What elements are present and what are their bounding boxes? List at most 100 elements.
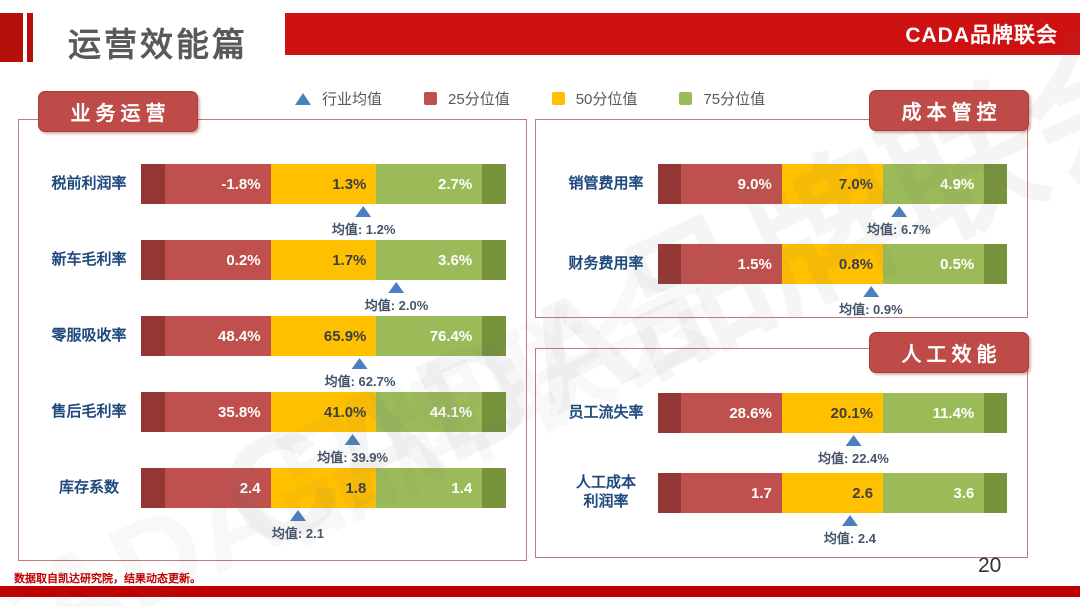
header-brand-bar: CADA品牌联会	[285, 13, 1080, 55]
mean-value: 均值: 0.9%	[839, 302, 903, 317]
bar-cap-left-icon	[141, 164, 165, 204]
metric-label: 销管费用率	[568, 174, 644, 192]
triangle-icon	[295, 92, 311, 105]
bar-cap-left-icon	[658, 164, 681, 204]
mean-marker: 均值: 2.0%	[365, 282, 428, 314]
seg-75-segment: 1.4	[376, 468, 483, 508]
percentile-bar: 0.2% 1.7% 3.6%	[141, 240, 506, 280]
bar-cap-right-icon	[482, 164, 506, 204]
percentile-bar: 35.8% 41.0% 44.1%	[141, 392, 506, 432]
panel-title-cost-control: 成本管控	[869, 90, 1029, 131]
seg-50-segment: 1.7%	[270, 240, 377, 280]
percentile-bar: -1.8% 1.3% 2.7%	[141, 164, 506, 204]
p25-value: 1.5%	[737, 255, 772, 273]
p75-value: 11.4%	[932, 404, 975, 422]
p25-value: 2.4	[239, 479, 261, 497]
metric-row: 新车毛利率 0.2% 1.7% 3.6% 均值: 2.0%	[39, 240, 512, 316]
panel-title-business-operations: 业务运营	[38, 91, 198, 132]
bar-area: 1.5% 0.8% 0.5% 均值: 0.9%	[658, 244, 1007, 317]
metric-label: 人工成本 利润率	[575, 474, 636, 510]
p50-value: 1.3%	[332, 175, 367, 193]
metric-label: 新车毛利率	[51, 250, 127, 268]
bar-cap-right-icon	[482, 240, 506, 280]
legend-item-industry-mean: 行业均值	[295, 88, 382, 109]
p50-value: 0.8%	[838, 255, 874, 273]
bar-area: 1.7 2.6 3.6 均值: 2.4	[658, 473, 1007, 546]
mean-triangle-icon	[352, 358, 368, 369]
legend-label: 50分位值	[575, 91, 638, 108]
bar-cap-right-icon	[984, 473, 1007, 513]
percentile-bar: 28.6% 20.1% 11.4%	[658, 393, 1007, 433]
p50-value: 2.6	[852, 484, 874, 502]
data-source-note: 数据取自凯达研究院，结果动态更新。	[14, 573, 201, 585]
mean-triangle-icon	[289, 510, 306, 521]
bar-cap-right-icon	[482, 392, 506, 432]
p25-value: -1.8%	[221, 175, 261, 193]
bar-area: -1.8% 1.3% 2.7% 均值: 1.2%	[141, 164, 506, 237]
metric-row: 零服吸收率 48.4% 65.9% 76.4% 均值: 62.7%	[39, 316, 512, 392]
mean-marker: 均值: 2.4	[824, 515, 876, 547]
seg-25-segment: 1.5%	[680, 244, 782, 284]
bar-area: 48.4% 65.9% 76.4% 均值: 62.7%	[141, 316, 506, 389]
p75-value: 3.6	[953, 484, 975, 502]
panel-title-labor-efficiency: 人工效能	[869, 332, 1029, 373]
metric-label: 售后毛利率	[51, 402, 127, 420]
bar-cap-left-icon	[658, 473, 681, 513]
mean-marker: 均值: 2.1	[272, 510, 324, 542]
legend-item-p25: 25分位值	[424, 88, 510, 109]
seg-50-segment: 1.8	[270, 468, 377, 508]
seg-75-segment: 2.7%	[376, 164, 483, 204]
mean-triangle-icon	[344, 434, 361, 445]
mean-value: 均值: 22.4%	[818, 451, 889, 466]
seg-50-segment: 7.0%	[781, 164, 884, 204]
metric-row: 人工成本 利润率 1.7 2.6 3.6 均值: 2.4	[556, 473, 1013, 553]
p25-value: 9.0%	[737, 175, 772, 193]
p75-value: 3.6%	[438, 251, 473, 269]
p75-value: 2.7%	[438, 175, 473, 193]
percentile-bar: 9.0% 7.0% 4.9%	[658, 164, 1007, 204]
seg-25-segment: 35.8%	[164, 392, 271, 432]
percentile-bar: 2.4 1.8 1.4	[141, 468, 506, 508]
bar-cap-left-icon	[141, 240, 165, 280]
chart-legend: 行业均值 25分位值 50分位值 75分位值	[295, 88, 765, 109]
metric-label: 零服吸收率	[51, 326, 127, 344]
header-accent-block	[0, 13, 23, 62]
bar-cap-right-icon	[984, 244, 1007, 284]
percentile-bar: 1.5% 0.8% 0.5%	[658, 244, 1007, 284]
seg-75-segment: 76.4%	[376, 316, 483, 356]
panel-cost-control: 销管费用率 9.0% 7.0% 4.9% 均值: 6.7% 财务费用率 1.5% 0.8% 0.…	[535, 119, 1028, 318]
mean-triangle-icon	[388, 282, 405, 293]
metric-label: 库存系数	[58, 478, 119, 496]
p75-value: 4.9%	[940, 175, 975, 193]
bar-cap-left-icon	[141, 468, 165, 508]
p75-value: 0.5%	[940, 255, 975, 273]
metric-label: 财务费用率	[568, 254, 644, 272]
bar-area: 2.4 1.8 1.4 均值: 2.1	[141, 468, 506, 541]
seg-25-segment: -1.8%	[164, 164, 271, 204]
page-title: 运营效能篇	[68, 26, 248, 63]
seg-25-segment: 1.7	[680, 473, 782, 513]
mean-value: 均值: 1.2%	[331, 222, 396, 237]
metric-label: 税前利润率	[51, 174, 127, 192]
p50-value: 7.0%	[838, 175, 874, 193]
p25-value: 0.2%	[226, 251, 261, 269]
legend-label: 行业均值	[322, 91, 383, 108]
mean-value: 均值: 62.7%	[324, 374, 396, 389]
metric-row: 员工流失率 28.6% 20.1% 11.4% 均值: 22.4%	[556, 393, 1013, 473]
panel-title-label: 人工效能	[901, 344, 1002, 366]
seg-50-segment: 20.1%	[781, 393, 884, 433]
p75-value: 44.1%	[429, 403, 473, 421]
brand-name: CADA品牌联会	[905, 24, 1058, 47]
seg-50-segment: 41.0%	[270, 392, 377, 432]
seg-75-segment: 3.6	[883, 473, 985, 513]
mean-value: 均值: 6.7%	[867, 222, 931, 237]
bar-cap-right-icon	[482, 316, 506, 356]
bar-area: 35.8% 41.0% 44.1% 均值: 39.9%	[141, 392, 506, 465]
mean-marker: 均值: 0.9%	[839, 286, 903, 318]
metric-row: 销管费用率 9.0% 7.0% 4.9% 均值: 6.7%	[556, 164, 1013, 244]
seg-25-segment: 2.4	[164, 468, 271, 508]
mean-triangle-icon	[890, 206, 907, 217]
seg-50-segment: 2.6	[781, 473, 884, 513]
mean-triangle-icon	[845, 435, 862, 446]
